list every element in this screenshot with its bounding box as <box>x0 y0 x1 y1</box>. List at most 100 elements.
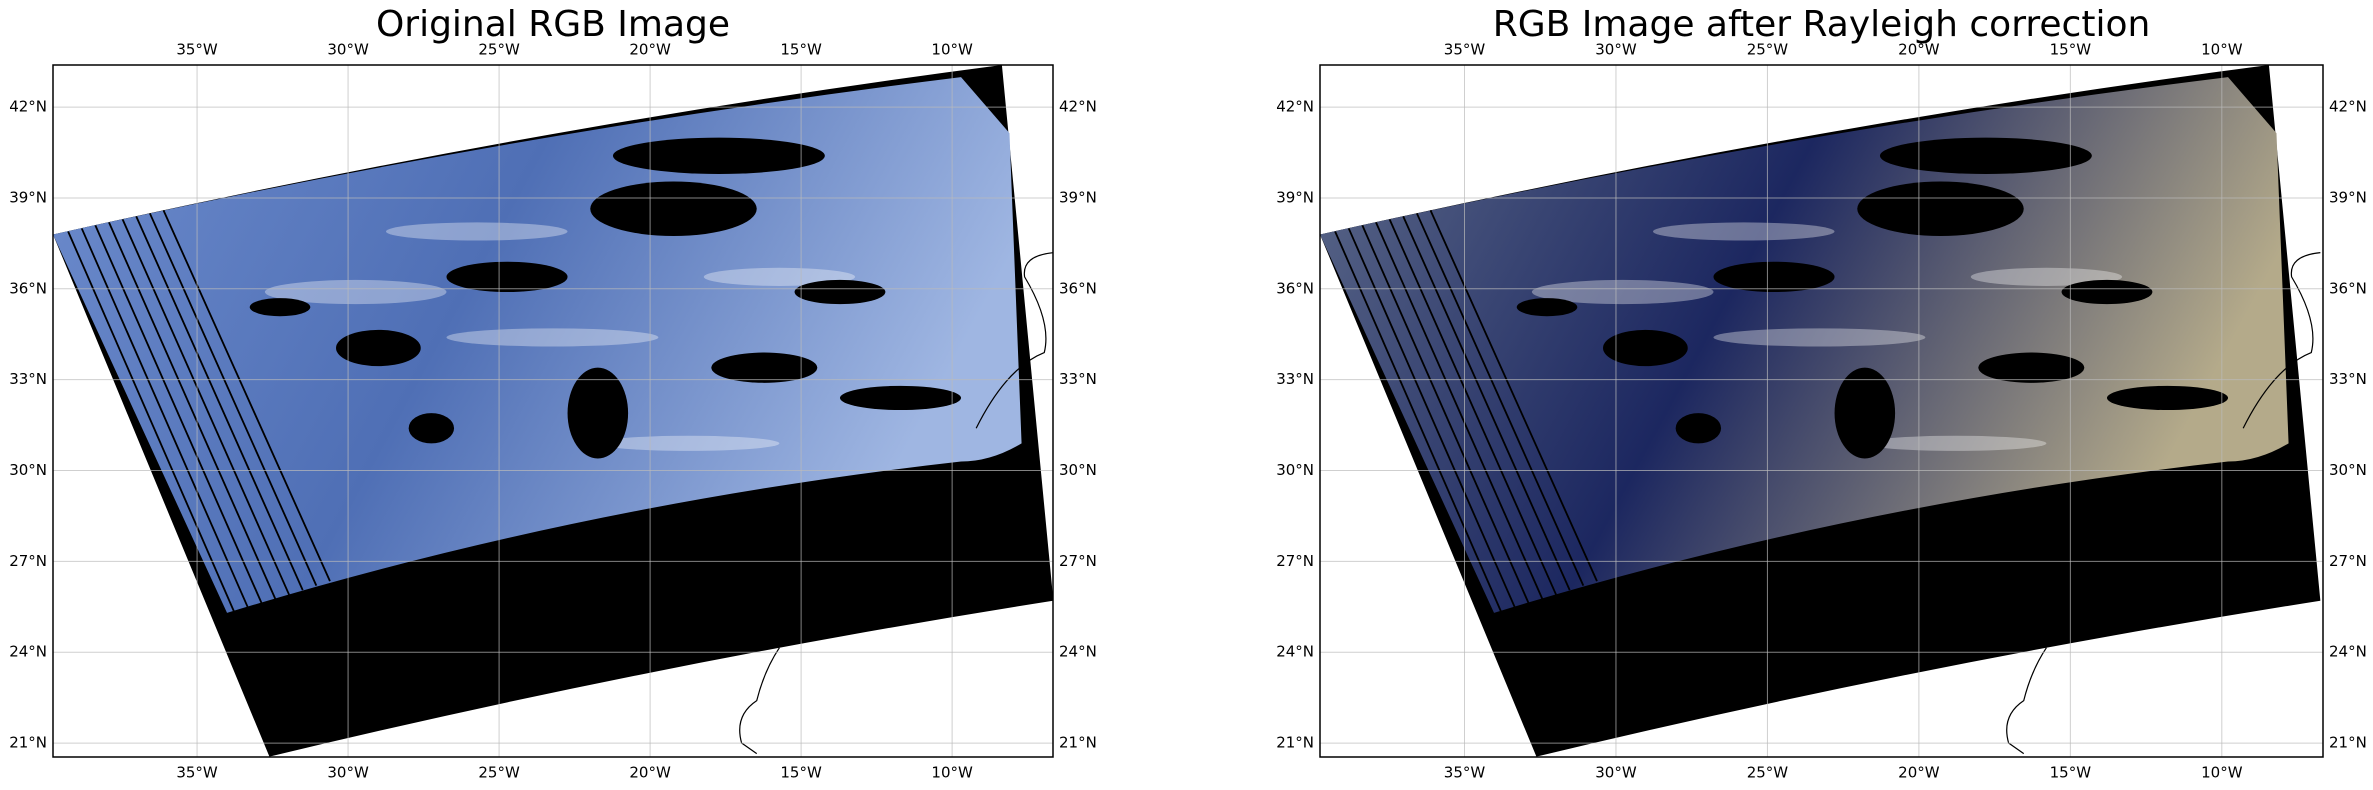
lat-tick-label: 39°N <box>1276 188 1314 206</box>
lat-tick-label: 21°N <box>2329 734 2367 752</box>
cloud-area <box>53 77 1022 613</box>
scan-line <box>67 231 236 614</box>
scan-line <box>135 215 304 591</box>
lat-tick-label: 24°N <box>1059 643 1097 661</box>
lon-tick-label: 25°W <box>478 764 520 782</box>
scan-line <box>1402 215 1571 591</box>
lon-tick-label: 25°W <box>1747 41 1789 59</box>
gap <box>839 385 962 411</box>
lat-tick-label: 27°N <box>1059 552 1097 570</box>
lat-tick-label: 30°N <box>2329 461 2367 479</box>
lat-tick-label: 36°N <box>1276 279 1314 297</box>
lon-tick-label: 10°W <box>931 764 973 782</box>
gap <box>612 137 825 174</box>
lon-tick-label: 30°W <box>1595 41 1637 59</box>
lat-tick-label: 33°N <box>9 370 47 388</box>
lat-tick-label: 42°N <box>2329 98 2367 116</box>
scan-line <box>108 222 277 600</box>
lat-tick-label: 24°N <box>9 643 47 661</box>
lon-tick-label: 25°W <box>1747 764 1789 782</box>
scan-line <box>162 209 331 582</box>
lat-tick-label: 21°N <box>1059 734 1097 752</box>
cloud <box>1970 267 2123 286</box>
lat-tick-label: 39°N <box>9 188 47 206</box>
gap <box>408 413 455 444</box>
lon-tick-label: 15°W <box>780 41 822 59</box>
cloud <box>1713 328 1926 347</box>
lon-tick-label: 35°W <box>176 764 218 782</box>
lat-tick-label: 30°N <box>1059 461 1097 479</box>
map-frame <box>52 64 1054 758</box>
satellite-image <box>53 65 1053 757</box>
gap <box>249 298 311 317</box>
lat-tick-label: 33°N <box>2329 370 2367 388</box>
lat-tick-label: 27°N <box>2329 552 2367 570</box>
lon-tick-label: 30°W <box>327 764 369 782</box>
lat-tick-label: 27°N <box>1276 552 1314 570</box>
gap <box>1857 181 2024 237</box>
image-layer <box>53 65 1053 757</box>
gap <box>590 181 757 237</box>
lat-tick-label: 39°N <box>1059 188 1097 206</box>
scan-line <box>1416 212 1585 586</box>
map-frame <box>1319 64 2324 758</box>
lon-tick-label: 15°W <box>2050 41 2092 59</box>
gap <box>1834 367 1896 459</box>
lat-tick-label: 33°N <box>1059 370 1097 388</box>
gap <box>1675 413 1722 444</box>
lat-tick-label: 30°N <box>1276 461 1314 479</box>
cloud <box>385 222 568 241</box>
gap <box>446 261 568 293</box>
cloud <box>1652 222 1835 241</box>
gap <box>1516 298 1578 317</box>
gap <box>336 329 421 367</box>
lon-tick-label: 15°W <box>2050 764 2092 782</box>
lat-tick-label: 36°N <box>1059 279 1097 297</box>
scan-line <box>1334 231 1503 614</box>
lat-tick-label: 39°N <box>2329 188 2367 206</box>
lat-tick-label: 27°N <box>9 552 47 570</box>
lat-tick-label: 33°N <box>1276 370 1314 388</box>
gap <box>1879 137 2092 174</box>
coastline <box>739 252 1053 755</box>
lon-tick-label: 10°W <box>2201 41 2243 59</box>
lon-tick-label: 35°W <box>1444 764 1486 782</box>
lat-tick-label: 24°N <box>1276 643 1314 661</box>
cloud-area <box>1320 77 2289 613</box>
lat-tick-label: 36°N <box>2329 279 2367 297</box>
lat-tick-label: 24°N <box>2329 643 2367 661</box>
cloud <box>597 435 780 451</box>
lon-tick-label: 20°W <box>629 41 671 59</box>
lat-tick-label: 36°N <box>9 279 47 297</box>
scan-line <box>1375 222 1544 600</box>
lon-tick-label: 20°W <box>1898 764 1940 782</box>
cloud <box>703 267 856 286</box>
gap <box>711 352 818 383</box>
scan-line <box>1429 209 1598 582</box>
lon-tick-label: 10°W <box>2201 764 2243 782</box>
gap <box>567 367 629 459</box>
cloud <box>1531 279 1714 305</box>
lon-tick-label: 30°W <box>1595 764 1637 782</box>
scan-line <box>149 212 318 586</box>
scan-line <box>1347 228 1517 609</box>
lon-tick-label: 10°W <box>931 41 973 59</box>
lat-tick-label: 42°N <box>1059 98 1097 116</box>
cloud <box>264 279 447 305</box>
gap <box>1978 352 2085 383</box>
cloud <box>1864 435 2047 451</box>
satellite-image <box>1320 65 2321 757</box>
lon-tick-label: 20°W <box>629 764 671 782</box>
gap <box>794 279 886 305</box>
lon-tick-label: 30°W <box>327 41 369 59</box>
lat-tick-label: 30°N <box>9 461 47 479</box>
lat-tick-label: 42°N <box>1276 98 1314 116</box>
image-layer <box>1320 65 2321 757</box>
lon-tick-label: 20°W <box>1898 41 1940 59</box>
coastline <box>2006 252 2321 755</box>
scan-line <box>1388 218 1557 596</box>
panel-title: RGB Image after Rayleigh correction <box>1493 4 2151 45</box>
panel-title: Original RGB Image <box>376 4 730 45</box>
lat-tick-label: 42°N <box>9 98 47 116</box>
